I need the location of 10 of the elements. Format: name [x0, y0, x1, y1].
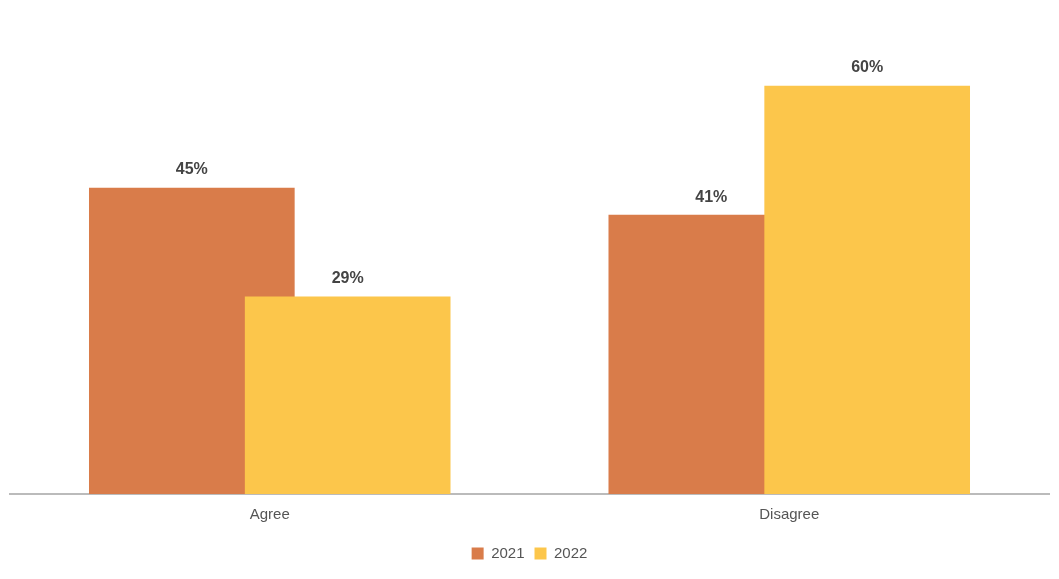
x-tick-label: Agree [249, 505, 290, 523]
data-label: 45% [175, 160, 208, 178]
legend-label: 2022 [554, 543, 588, 561]
data-label: 60% [851, 58, 884, 76]
data-label: 41% [695, 187, 728, 205]
bar [244, 296, 451, 494]
data-label: 29% [331, 269, 364, 287]
x-tick-label: Disagree [759, 505, 820, 523]
bar [764, 85, 971, 494]
legend-label: 2021 [491, 543, 525, 561]
